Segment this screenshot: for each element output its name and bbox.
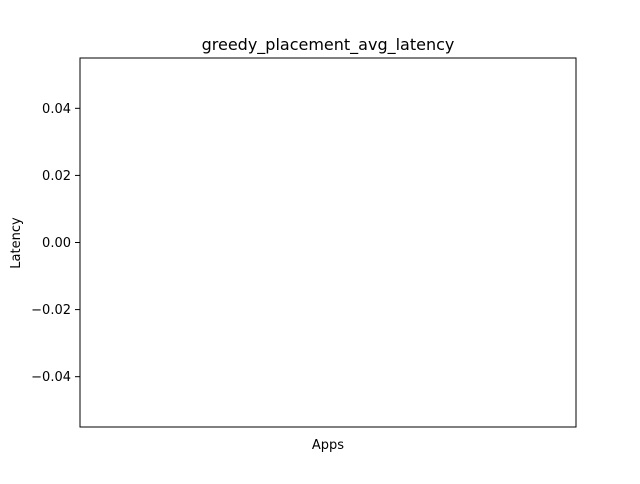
y-tick-label: −0.04 — [31, 370, 71, 385]
y-axis-label: Latency — [9, 217, 24, 269]
plot-frame — [79, 57, 577, 428]
y-tick-label: 0.04 — [42, 102, 71, 117]
y-axis: −0.04 −0.02 0.00 0.02 0.04 — [31, 102, 80, 385]
chart-title: greedy_placement_avg_latency — [202, 35, 455, 55]
y-tick-label: −0.02 — [31, 303, 71, 318]
y-tick-label: 0.00 — [42, 236, 71, 251]
x-axis-label: Apps — [312, 438, 344, 453]
plot-area — [79, 57, 577, 428]
y-tick-label: 0.02 — [42, 169, 71, 184]
